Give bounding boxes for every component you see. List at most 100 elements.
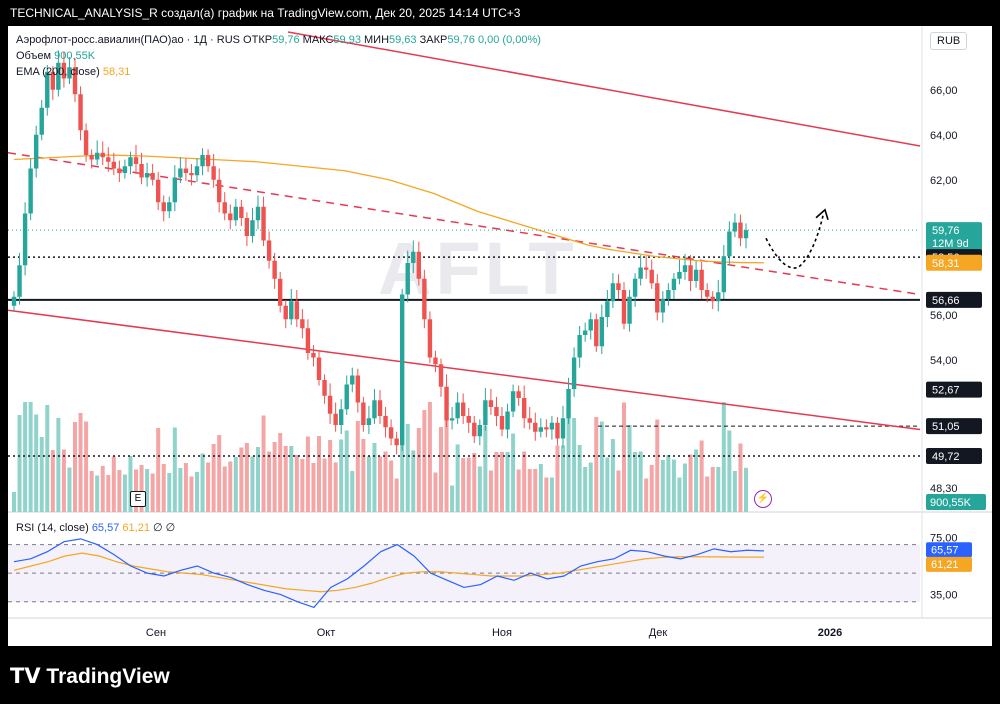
candle-body	[250, 220, 255, 236]
volume-bar	[633, 452, 638, 512]
price-label-text: 56,66	[932, 295, 960, 307]
volume-bar	[61, 449, 66, 512]
currency-button[interactable]: RUB	[930, 32, 968, 50]
time-tick-label: Ноя	[492, 627, 512, 639]
candle-body	[566, 389, 571, 419]
volume-bar	[139, 465, 144, 512]
candle-body	[499, 416, 505, 430]
volume-bar	[189, 476, 194, 512]
candle-body	[300, 319, 305, 329]
candle-body	[344, 384, 349, 410]
top-caption-bar: TECHNICAL_ANALYSIS_R создал(а) график на…	[0, 0, 1000, 26]
volume-bar	[683, 463, 687, 512]
candle-body	[466, 416, 471, 423]
candle-body	[150, 173, 155, 180]
price-label-text: 59,76	[932, 225, 960, 237]
candle-body	[444, 386, 449, 421]
volume-bar	[111, 456, 116, 512]
candle-body	[244, 218, 250, 236]
volume-bar	[200, 453, 205, 512]
candle-body	[322, 380, 327, 396]
price-label-box	[926, 222, 982, 253]
price-label-box	[926, 254, 982, 271]
candle-body	[605, 301, 610, 317]
symbol-watermark: AFLT	[378, 227, 578, 310]
volume-bar	[67, 467, 72, 512]
candle-body	[39, 107, 44, 135]
volume-bar	[466, 457, 471, 512]
volume-bar	[511, 433, 516, 512]
volume-bar	[100, 466, 105, 512]
candle-body	[721, 256, 727, 293]
volume-bar	[73, 422, 77, 512]
volume-bar	[394, 478, 399, 512]
chart-area[interactable]: AFLT 48,30 54,00 56,00 62,00 64,00 66,00 59,76…	[8, 26, 992, 646]
candle-body	[688, 265, 693, 281]
candle-body	[649, 269, 654, 284]
volume-bar	[39, 437, 44, 512]
volume-bar	[56, 418, 61, 512]
legend-close-label: ЗАКР	[419, 34, 448, 46]
flash-event-icon[interactable]: ⚡	[754, 490, 772, 508]
volume-bar	[694, 449, 699, 512]
candle-body	[527, 418, 532, 423]
volume-bar	[222, 466, 227, 512]
candle-body	[704, 290, 710, 297]
candle-body	[67, 67, 72, 79]
candle-body	[682, 265, 688, 272]
volume-bar	[206, 462, 211, 512]
candle-body	[216, 179, 222, 203]
volume-bar	[117, 470, 122, 512]
volume-bar	[217, 435, 222, 512]
candle-body	[255, 206, 261, 221]
rsi-label-box	[926, 542, 972, 558]
earnings-event-icon[interactable]: E	[130, 491, 146, 507]
candle-body	[394, 438, 399, 446]
candle-body	[83, 130, 89, 155]
candle-body	[727, 231, 732, 257]
volume-bar	[677, 477, 682, 512]
rsi-legend: RSI (14, close) 65,57 61,21 ∅ ∅	[16, 521, 175, 534]
volume-bar	[106, 475, 111, 512]
volume-bar	[183, 463, 188, 512]
volume-bar	[272, 442, 277, 512]
candle-body	[144, 173, 150, 178]
logo-mark-icon: 𝗧𝗩	[10, 665, 47, 688]
candle-body	[616, 283, 621, 290]
volume-bar	[378, 456, 382, 512]
candle-body	[627, 296, 632, 324]
candle-body	[411, 251, 416, 263]
volume-bar	[671, 459, 676, 512]
candle-body	[544, 427, 549, 430]
candle-body	[460, 402, 466, 416]
volume-bar	[488, 470, 493, 512]
volume-bar	[638, 451, 643, 512]
candle-body	[472, 422, 477, 437]
volume-bar	[710, 467, 715, 512]
volume-bar	[261, 415, 266, 512]
volume-bar	[89, 471, 94, 512]
candle-body	[549, 422, 555, 430]
candle-body	[350, 375, 355, 385]
volume-bar	[150, 473, 155, 512]
volume-bar	[494, 452, 499, 512]
candle-body	[427, 319, 433, 358]
candle-body	[521, 398, 527, 419]
volume-bar	[422, 410, 427, 512]
volume-bar	[738, 443, 743, 512]
candle-body	[571, 357, 577, 389]
volume-label-text: 900,55K	[930, 497, 972, 509]
volume-bar	[588, 462, 593, 512]
candle-body	[189, 173, 194, 176]
candle-body	[732, 222, 738, 232]
candle-body	[305, 328, 311, 353]
candle-body	[106, 157, 111, 162]
candle-body	[377, 400, 383, 416]
candle-body	[155, 179, 161, 203]
upper-channel-line	[287, 31, 921, 147]
legend-ema-row: EMA (200, close) 58,31	[16, 64, 541, 80]
volume-bar	[244, 443, 249, 512]
legend-open-label: ОТКР	[243, 34, 273, 46]
legend-ema-label: EMA (200, close)	[16, 66, 100, 78]
